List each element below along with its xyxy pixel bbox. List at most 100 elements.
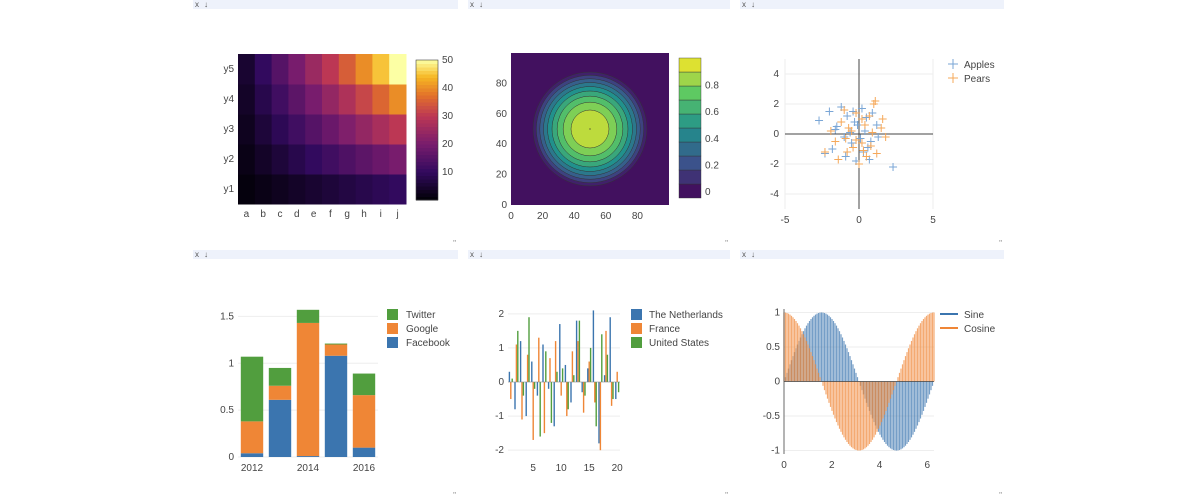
resize-handle[interactable]: " [725,239,728,248]
colorbar-segment [678,71,702,87]
resize-handle[interactable]: " [453,491,456,500]
resize-handle[interactable]: " [999,491,1002,500]
scatter-point [857,115,866,123]
function-bar [918,381,920,423]
download-icon[interactable]: ↓ [751,0,755,9]
close-icon[interactable]: x [470,0,474,9]
scatter-point [860,121,869,129]
function-bar [841,381,844,435]
grouped-bar [550,382,553,423]
function-bar [897,381,899,451]
colorbar-segment [416,179,438,183]
close-icon[interactable]: x [195,0,199,9]
colorbar-segment [678,85,702,101]
scatter-point [857,139,866,147]
y-tick-label: 40 [496,139,508,150]
panel-toolbar: x ↓ [193,0,458,9]
grouped-bar [612,382,614,400]
function-bar [870,381,872,443]
function-bar [891,381,893,450]
close-icon[interactable]: x [470,250,474,259]
function-bar [865,381,868,448]
function-bar [886,381,889,407]
function-bar [849,356,851,382]
heatmap-cell [372,144,390,175]
colorbar-segment [416,165,438,169]
function-bar [844,381,847,440]
x-tick-label: 5 [530,463,536,474]
grouped-bar [525,382,527,417]
function-bar [838,331,841,382]
function-bar [874,381,877,435]
heatmap-cell [288,84,306,115]
colorbar-segment [416,60,438,64]
heatmap-cell [271,174,289,205]
grouped-bar [519,341,522,382]
download-icon[interactable]: ↓ [204,250,208,259]
download-icon[interactable]: ↓ [479,250,483,259]
heatmap-cell [305,144,323,175]
close-icon[interactable]: x [742,0,746,9]
colorbar-tick-label: 20 [442,139,454,150]
close-icon[interactable]: x [742,250,746,259]
x-tick-label: c [278,209,283,220]
grouped-bar [561,368,564,382]
download-icon[interactable]: ↓ [479,0,483,9]
function-bar [930,381,932,391]
grouped-bar [594,382,596,403]
colorbar-segment [678,155,702,171]
heatmap-cell [322,84,340,115]
grouped-bar [584,382,586,396]
y-tick-label: 80 [496,78,508,89]
heatmap-cell [254,54,273,85]
resize-handle[interactable]: " [999,239,1002,248]
close-icon[interactable]: x [195,250,199,259]
function-bar [919,323,922,382]
function-bar [850,381,853,448]
colorbar-segment [416,81,438,85]
heatmap-cell [288,114,306,145]
x-tick-label: 15 [584,463,596,474]
function-bar [864,381,866,449]
scatter-point [889,163,898,171]
function-bar [903,360,905,382]
legend-label: Apples [964,60,995,71]
function-bar [928,381,931,395]
function-bar [816,313,818,382]
function-bar [913,334,916,382]
grouped-bar [517,330,519,382]
grouped-bar [587,368,589,382]
x-tick-label: 2014 [297,463,320,474]
function-bar [880,381,883,423]
function-bar [930,312,932,382]
function-bar [915,331,917,382]
function-bar [832,381,835,415]
colorbar-tick-label: 0.4 [705,134,719,145]
y-tick-label: -1 [495,411,504,422]
grouped-bar [533,382,536,389]
colorbar-segment [678,99,702,115]
grouped-bar [564,364,567,382]
colorbar-segment [416,70,438,75]
stacked-bar [352,447,376,457]
function-bar [834,381,836,419]
grouped-bar [526,354,529,382]
function-bar [897,377,899,382]
colorbar-segment [678,113,702,129]
x-tick-label: e [311,209,317,220]
download-icon[interactable]: ↓ [751,250,755,259]
resize-handle[interactable]: " [725,491,728,500]
function-bar [817,372,820,382]
y-tick-label: 0 [773,129,779,140]
function-bar [835,325,838,382]
download-icon[interactable]: ↓ [204,0,208,9]
heatmap-cell [305,174,323,205]
heatmap-cell [389,114,407,145]
function-bar [909,344,911,382]
function-bar [790,315,793,382]
function-bar [828,381,830,403]
resize-handle[interactable]: " [453,239,456,248]
colorbar-segment [416,116,438,120]
x-tick-label: j [395,209,398,220]
function-bar [832,320,835,382]
